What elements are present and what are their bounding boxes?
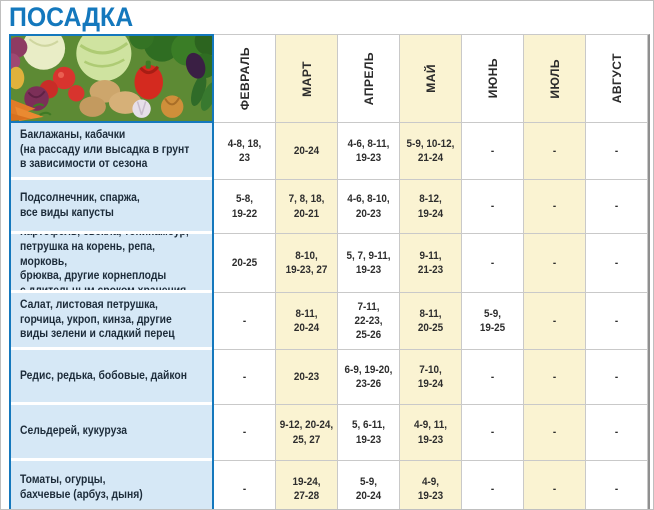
row-label: Салат, листовая петрушка, горчица, укроп… [9, 293, 214, 350]
table-cell: - [586, 461, 648, 509]
table-cell: 8-10, 19-23, 27 [276, 234, 338, 293]
table-cell: 8-11, 20-25 [400, 293, 462, 350]
table-cell: - [524, 293, 586, 350]
table-cell: 4-8, 18, 23 [214, 123, 276, 180]
table-cell: 4-9, 11, 19-23 [400, 405, 462, 461]
vegetables-photo [9, 35, 214, 123]
table-cell: 5-9, 19-25 [462, 293, 524, 350]
table-cell: 9-11, 21-23 [400, 234, 462, 293]
table-cell: - [462, 123, 524, 180]
row-label: Баклажаны, кабачки (на рассаду или высад… [9, 123, 214, 180]
table-cell: - [524, 234, 586, 293]
table-cell: 4-6, 8-11, 19-23 [338, 123, 400, 180]
table-cell: - [462, 461, 524, 509]
table-cell: - [524, 350, 586, 405]
row-label: Редис, редька, бобовые, дайкон [9, 350, 214, 405]
table-cell: - [462, 405, 524, 461]
vegetables-collage-illustration [9, 35, 214, 121]
table-cell: 7-11, 22-23, 25-26 [338, 293, 400, 350]
table-cell: - [462, 180, 524, 234]
table-cell: 5, 6-11, 19-23 [338, 405, 400, 461]
table-cell: - [524, 405, 586, 461]
table-cell: - [586, 293, 648, 350]
table-cell: - [214, 293, 276, 350]
row-label: Картофель, свёкла, топинамбур, петрушка … [9, 234, 214, 293]
table-cell: - [524, 461, 586, 509]
row-label: Подсолнечник, спаржа, все виды капусты [9, 180, 214, 234]
table-cell: 20-24 [276, 123, 338, 180]
month-header-july: ИЮЛЬ [524, 35, 586, 123]
month-header-april: АПРЕЛЬ [338, 35, 400, 123]
table-cell: - [214, 461, 276, 509]
month-header-march: МАРТ [276, 35, 338, 123]
table-cell: 5, 7, 9-11, 19-23 [338, 234, 400, 293]
table-cell: - [524, 123, 586, 180]
table-cell: 7, 8, 18, 20-21 [276, 180, 338, 234]
table-cell: - [586, 405, 648, 461]
table-cell: 19-24, 27-28 [276, 461, 338, 509]
month-header-february: ФЕВРАЛЬ [214, 35, 276, 123]
month-header-august: АВГУСТ [586, 35, 648, 123]
table-cell: - [586, 180, 648, 234]
table-cell: 20-23 [276, 350, 338, 405]
table-cell: 8-12, 19-24 [400, 180, 462, 234]
table-cell: - [586, 350, 648, 405]
planting-table: ФЕВРАЛЬ МАРТ АПРЕЛЬ МАЙ ИЮНЬ ИЮЛЬ АВГУСТ… [9, 34, 650, 509]
table-cell: 7-10, 19-24 [400, 350, 462, 405]
month-header-may: МАЙ [400, 35, 462, 123]
table-cell: - [462, 350, 524, 405]
table-cell: - [462, 234, 524, 293]
table-cell: 8-11, 20-24 [276, 293, 338, 350]
table-cell: 4-9, 19-23 [400, 461, 462, 509]
table-cell: - [214, 350, 276, 405]
table-cell: - [214, 405, 276, 461]
page-title: ПОСАДКА [9, 2, 134, 32]
table-cell: 5-9, 10-12, 21-24 [400, 123, 462, 180]
table-cell: 20-25 [214, 234, 276, 293]
table-cell: - [524, 180, 586, 234]
table-cell: 9-12, 20-24, 25, 27 [276, 405, 338, 461]
row-label: Сельдерей, кукуруза [9, 405, 214, 461]
table-cell: 6-9, 19-20, 23-26 [338, 350, 400, 405]
month-header-june: ИЮНЬ [462, 35, 524, 123]
table-cell: 5-8, 19-22 [214, 180, 276, 234]
table-cell: 5-9, 20-24 [338, 461, 400, 509]
table-cell: - [586, 123, 648, 180]
table-cell: - [586, 234, 648, 293]
row-label: Томаты, огурцы, бахчевые (арбуз, дыня) [9, 461, 214, 509]
table-cell: 4-6, 8-10, 20-23 [338, 180, 400, 234]
